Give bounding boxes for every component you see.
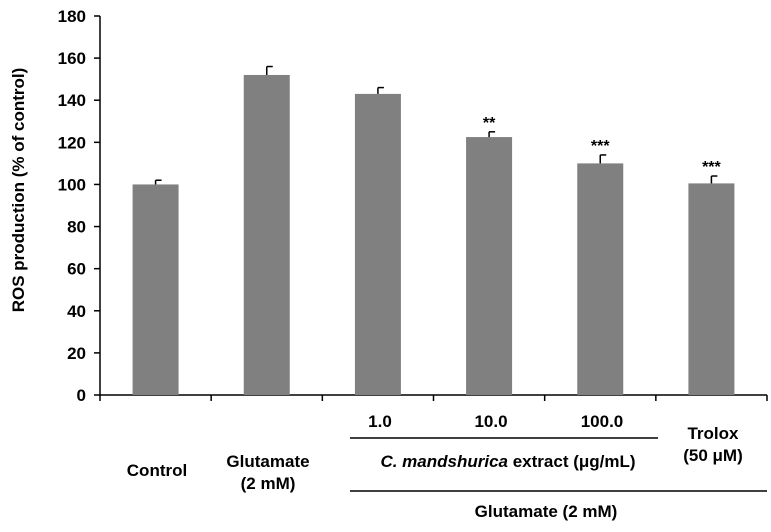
bars <box>132 74 735 396</box>
x-ticks <box>99 395 768 401</box>
y-tick-label: 120 <box>58 133 86 152</box>
category-label-dose-1: 1.0 <box>368 412 392 431</box>
extract-group-label: C. mandshurica extract (μg/mL) <box>380 452 635 471</box>
y-tick-label: 40 <box>67 302 86 321</box>
y-tick-label: 100 <box>58 175 86 194</box>
category-label-glutamate-line2: (2 mM) <box>241 474 296 493</box>
significance-label: ** <box>483 115 496 132</box>
y-ticks: 0 20 40 60 80 100 120 140 160 180 <box>58 7 100 405</box>
category-label-dose-100: 100.0 <box>581 412 624 431</box>
bar <box>466 137 513 395</box>
significance-label: *** <box>702 159 721 176</box>
glutamate-group-label: Glutamate (2 mM) <box>475 502 618 521</box>
y-tick-label: 60 <box>67 260 86 279</box>
y-tick-label: 160 <box>58 49 86 68</box>
category-label-dose-10: 10.0 <box>474 412 507 431</box>
category-label-control: Control <box>127 461 187 480</box>
bar <box>354 93 401 396</box>
y-tick-label: 80 <box>67 218 86 237</box>
y-tick-label: 140 <box>58 91 86 110</box>
y-tick-label: 180 <box>58 7 86 26</box>
bar <box>688 183 735 395</box>
extract-unit-text: extract (μg/mL) <box>508 452 636 471</box>
bar <box>243 74 290 395</box>
y-tick-label: 0 <box>77 386 86 405</box>
y-tick-label: 20 <box>67 344 86 363</box>
y-axis-title: ROS production (% of control) <box>9 68 28 313</box>
bar <box>132 184 179 395</box>
category-label-glutamate-line1: Glutamate <box>226 452 309 471</box>
extract-species-name: C. mandshurica <box>380 452 508 471</box>
error-bars <box>154 65 718 185</box>
significance-labels: ******** <box>483 115 722 176</box>
bar <box>577 163 624 395</box>
category-label-trolox-line2: (50 μM) <box>683 446 743 465</box>
significance-label: *** <box>591 138 610 155</box>
category-label-trolox-line1: Trolox <box>687 424 739 443</box>
